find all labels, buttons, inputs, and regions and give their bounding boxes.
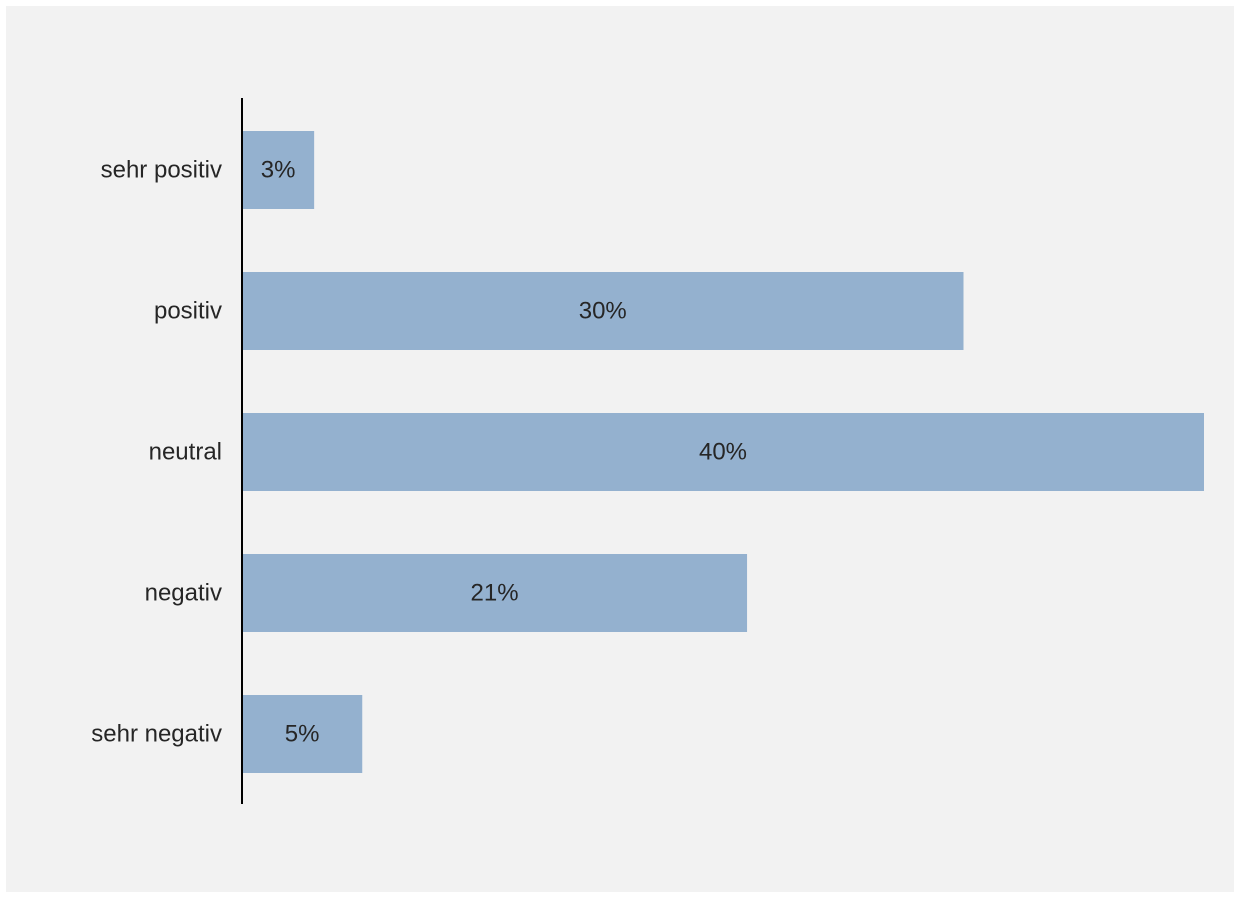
category-label: sehr negativ xyxy=(91,721,222,748)
category-label: neutral xyxy=(149,439,222,466)
category-labels-group: sehr positiv positiv neutral negativ sehr ne… xyxy=(91,157,222,748)
category-label: negativ xyxy=(145,580,222,607)
value-label: 40% xyxy=(699,439,747,466)
bar-sehr-negativ xyxy=(242,695,363,773)
bar-negativ xyxy=(242,554,748,632)
category-label: sehr positiv xyxy=(101,157,222,184)
bar-sehr-positiv xyxy=(242,131,315,209)
value-label: 21% xyxy=(471,580,519,607)
value-label: 5% xyxy=(285,721,320,748)
bars-group xyxy=(242,131,1204,773)
bar-positiv xyxy=(242,272,964,350)
value-label: 30% xyxy=(579,298,627,325)
bar-neutral xyxy=(242,413,1204,491)
value-labels-group: 3% 30% 40% 21% 5% xyxy=(261,157,747,748)
value-label: 3% xyxy=(261,157,296,184)
category-label: positiv xyxy=(154,298,222,325)
